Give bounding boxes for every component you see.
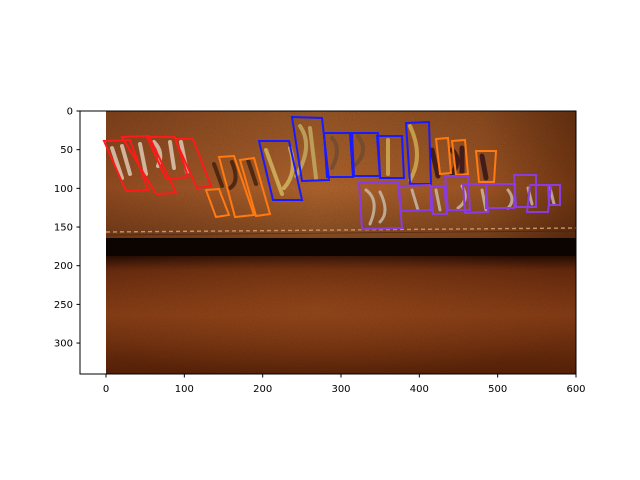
y-tick-label: 250 [54, 300, 73, 311]
x-tick-label: 200 [253, 384, 272, 395]
y-tick-label: 300 [54, 339, 73, 350]
y-tick-label: 0 [67, 107, 73, 118]
x-tick-label: 100 [175, 384, 194, 395]
x-axis: 0 100 200 300 400 500 600 [103, 374, 586, 395]
y-axis: 0 50 100 150 200 250 300 [54, 107, 80, 350]
y-tick-label: 100 [54, 184, 73, 195]
x-tick-label: 0 [103, 384, 109, 395]
y-tick-label: 150 [54, 223, 73, 234]
y-tick-label: 50 [60, 145, 73, 156]
x-tick-label: 300 [331, 384, 350, 395]
y-tick-label: 200 [54, 261, 73, 272]
leather-photo [106, 111, 576, 374]
x-tick-label: 500 [488, 384, 507, 395]
x-tick-label: 600 [566, 384, 585, 395]
x-tick-label: 400 [410, 384, 429, 395]
